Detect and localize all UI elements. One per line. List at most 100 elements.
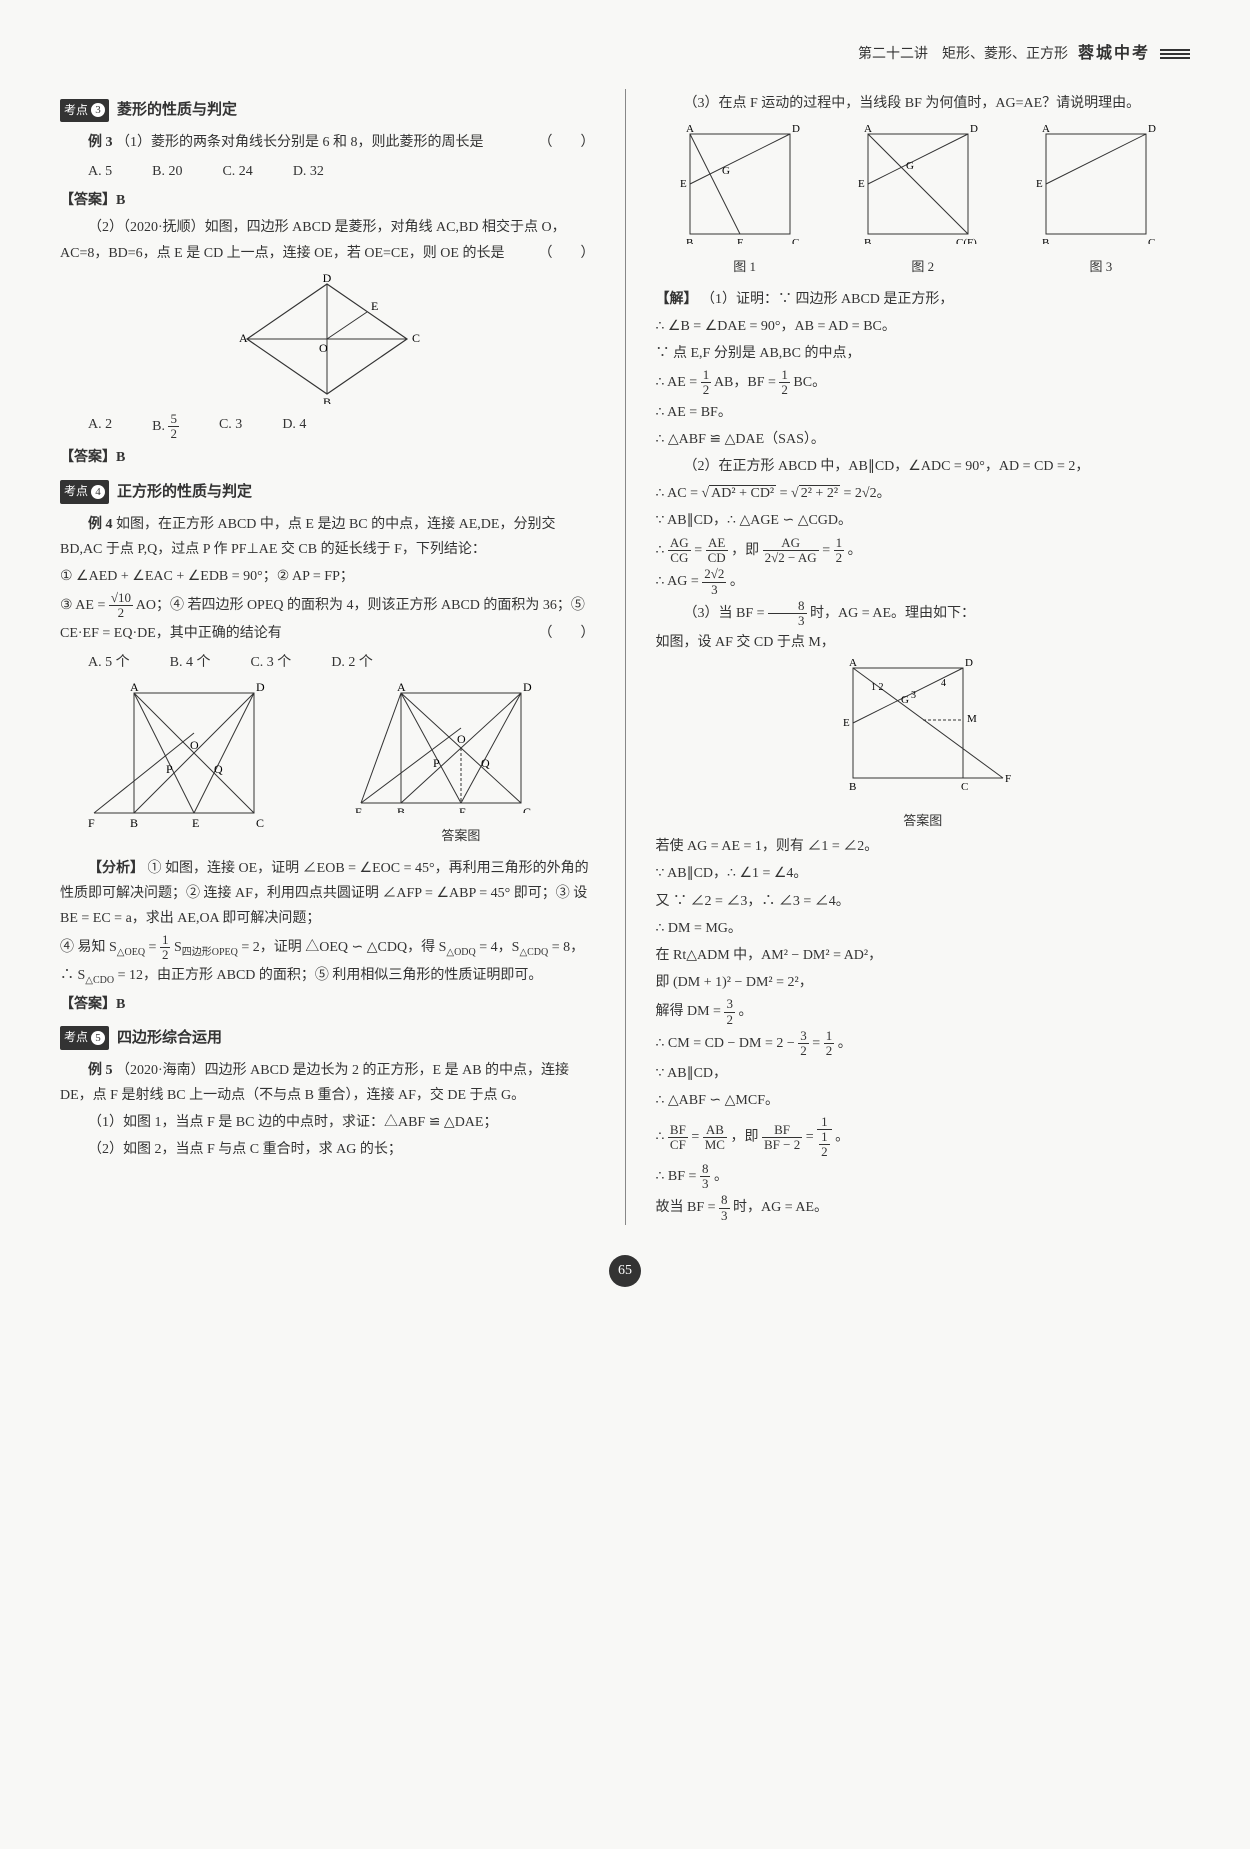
fd: 2 [834, 551, 845, 565]
badge-num: 4 [91, 485, 105, 499]
ex4-answer: 【答案】B [60, 992, 595, 1017]
a2-m2: S [174, 940, 182, 955]
svg-text:Q: Q [214, 762, 223, 776]
svg-text:A: A [1042, 124, 1050, 135]
fd: BF − 2 [762, 1138, 802, 1152]
fn: 8 [700, 1162, 711, 1177]
opt-a: A. 5 [88, 159, 112, 184]
sol3o: 故当 BF = 83 时，AG = AE。 [656, 1193, 1191, 1223]
kaodian-5-head: 考点 5 四边形综合运用 [60, 1025, 595, 1052]
badge-text: 考点 [64, 1027, 88, 1049]
fd: 2 [798, 1044, 809, 1058]
svg-text:B: B [849, 781, 856, 793]
svg-text:C: C [1148, 237, 1155, 244]
svg-text:C: C [523, 805, 531, 813]
ex5-q3: （3）在点 F 运动的过程中，当线段 BF 为何值时，AG=AE？请说明理由。 [656, 91, 1191, 116]
left-column: 考点 3 菱形的性质与判定 例 3 （1）菱形的两条对角线长分别是 6 和 8，… [60, 89, 595, 1225]
opt-a: A. 2 [88, 412, 112, 442]
fd: CD [706, 551, 728, 565]
svg-text:D: D [523, 683, 532, 694]
ex3-1-body: （1）菱形的两条对角线长分别是 6 和 8，则此菱形的周长是 [116, 135, 484, 150]
opt-d: D. 4 [282, 412, 306, 442]
s3j-post: 。 [838, 1036, 852, 1051]
svg-text:A: A [849, 658, 857, 669]
answer-paren: （ ） [539, 621, 595, 646]
svg-text:A: A [686, 124, 694, 135]
opt-b: B. 20 [152, 159, 182, 184]
ex4-analysis2: ④ 易知 S△OEQ = 12 S四边形OPEQ = 2，证明 △OEQ ∽ △… [60, 933, 595, 989]
frac-d: 2 [168, 427, 179, 441]
svg-text:G: G [906, 160, 914, 172]
a2-m4: = 4，S [479, 940, 519, 955]
m2: ，即 [731, 543, 763, 558]
fn: AB [703, 1123, 727, 1138]
svg-text:B: B [864, 237, 871, 244]
svg-text:B: B [130, 816, 138, 830]
svg-text:A: A [864, 124, 872, 135]
m3: = [822, 543, 833, 558]
sol3-figure: AD BC EF GM 1 2 3 4 [823, 658, 1023, 798]
a2-s3: △ODQ [446, 947, 475, 958]
svg-text:O: O [319, 341, 328, 355]
sol2a: （2）在正方形 ABCD 中，AB∥CD，∠ADC = 90°，AD = CD … [656, 454, 1191, 479]
fd: MC [703, 1138, 727, 1152]
svg-text:D: D [1148, 124, 1156, 135]
fn: 1 [160, 933, 171, 948]
opt-a: A. 5 个 [88, 650, 130, 675]
nested-frac: 12 [817, 1130, 832, 1160]
fd: 3 [719, 1209, 730, 1223]
svg-text:C: C [961, 781, 968, 793]
fd: 2 [824, 1044, 835, 1058]
svg-text:D: D [323, 274, 332, 285]
svg-text:C(F): C(F) [956, 237, 977, 244]
svg-text:B: B [397, 805, 405, 813]
a2-s5: △CDO [85, 975, 114, 986]
fig1-wrap: AD BC EF G 图 1 [670, 124, 820, 279]
opt-d: D. 2 个 [331, 650, 373, 675]
s3o-post: 时，AG = AE。 [733, 1200, 828, 1215]
fd: 2 [819, 1145, 830, 1159]
svg-text:A: A [130, 683, 139, 694]
s3m-post: 。 [835, 1130, 849, 1145]
svg-text:D: D [970, 124, 978, 135]
kaodian-badge: 考点 4 [60, 480, 109, 504]
sqrt1: AD² + CD² [709, 485, 776, 501]
svg-text:E: E [1036, 178, 1043, 190]
fig-3: AD BC E [1026, 124, 1176, 244]
fn: BF [762, 1123, 802, 1138]
ex4-text2: ① ∠AED + ∠EAC + ∠EDB = 90°；② AP = FP； [60, 564, 595, 589]
decorative-bars [1160, 49, 1190, 59]
ex5-figures: AD BC EF G 图 1 AD BC(F) E G 图 2 [656, 124, 1191, 279]
svg-text:4: 4 [941, 678, 946, 689]
fn: 1 [819, 1130, 830, 1145]
s2b-post: = 2√2。 [844, 486, 891, 501]
svg-text:D: D [792, 124, 800, 135]
a2-m3: = 2，证明 △OEQ ∽ △CDQ，得 S [241, 940, 446, 955]
ex5-body: 例 5 （2020·海南）四边形 ABCD 是边长为 2 的正方形，E 是 AB… [60, 1058, 595, 1108]
fd: 2√2 − AG [763, 551, 819, 565]
ex3-2-options: A. 2 B. 52 C. 3 D. 4 [88, 412, 595, 442]
svg-text:E: E [371, 299, 378, 313]
svg-text:F: F [737, 237, 743, 244]
fn: AE [706, 536, 728, 551]
fd: 2 [779, 383, 790, 397]
s3n-post: 。 [714, 1169, 728, 1184]
ex3-1-answer: 【答案】B [60, 188, 595, 213]
fn: 1 [834, 536, 845, 551]
fn: 3 [798, 1029, 809, 1044]
ex3-1-options: A. 5 B. 20 C. 24 D. 32 [88, 159, 595, 184]
svg-text:Q: Q [481, 756, 490, 770]
brand-logo: 蓉城中考 [1078, 40, 1190, 69]
svg-text:P: P [166, 762, 173, 776]
opt-b: B. 52 [152, 412, 179, 442]
kaodian-3-title: 菱形的性质与判定 [117, 97, 237, 124]
svg-text:M: M [967, 713, 977, 725]
svg-text:E: E [459, 805, 466, 813]
brand-text: 蓉城中考 [1078, 40, 1150, 69]
square-fig-2: A D B C E F O P Q [351, 683, 571, 813]
fig2-cap: 图 2 [848, 255, 998, 278]
s1d-mid: AB，BF = [714, 375, 779, 390]
ex4-body1: 例 4 如图，在正方形 ABCD 中，点 E 是边 BC 的中点，连接 AE,D… [60, 512, 595, 562]
frac-n: 5 [168, 412, 179, 427]
s2d-post: 。 [848, 543, 862, 558]
